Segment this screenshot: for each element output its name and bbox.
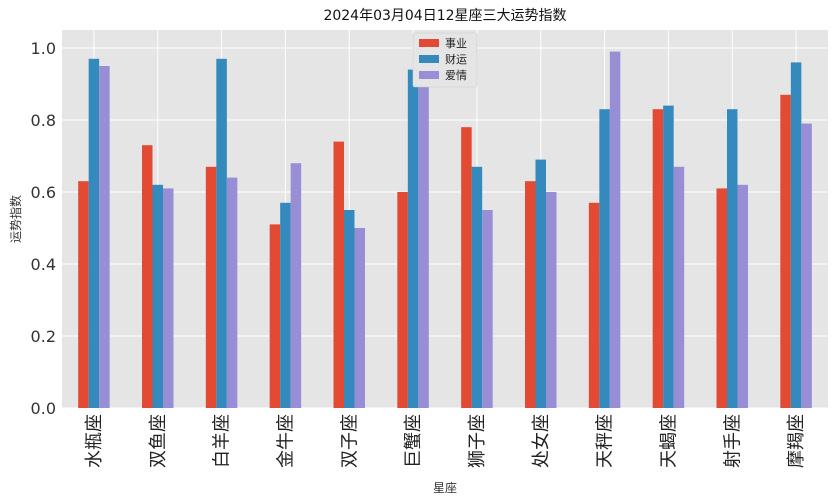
x-tick-label: 射手座 bbox=[722, 414, 743, 468]
bar-事业-白羊座 bbox=[205, 166, 217, 408]
x-tick-label: 白羊座 bbox=[212, 414, 233, 468]
bar-爱情-天蝎座 bbox=[673, 166, 685, 408]
bar-事业-双鱼座 bbox=[142, 145, 153, 408]
plot-area bbox=[62, 30, 828, 408]
x-tick-label: 巨蟹座 bbox=[403, 414, 424, 468]
bar-财运-狮子座 bbox=[471, 166, 483, 408]
x-tick-label: 双鱼座 bbox=[148, 414, 169, 468]
y-axis-label: 运势指数 bbox=[8, 195, 23, 243]
legend-swatch-财运 bbox=[419, 55, 439, 63]
bar-事业-水瓶座 bbox=[78, 181, 89, 408]
legend-label-财运: 财运 bbox=[445, 52, 467, 66]
x-tick-label: 水瓶座 bbox=[84, 414, 105, 468]
bar-财运-白羊座 bbox=[216, 58, 227, 409]
bar-爱情-射手座 bbox=[737, 184, 748, 408]
bar-财运-天蝎座 bbox=[663, 105, 674, 408]
bar-事业-巨蟹座 bbox=[397, 192, 408, 408]
bar-财运-巨蟹座 bbox=[407, 69, 419, 408]
bar-事业-天蝎座 bbox=[652, 109, 664, 408]
chart-title: 2024年03月04日12星座三大运势指数 bbox=[323, 8, 566, 24]
bar-事业-双子座 bbox=[333, 141, 344, 408]
y-tick-label: 0.6 bbox=[31, 183, 56, 202]
bar-爱情-双鱼座 bbox=[163, 188, 174, 408]
bar-事业-狮子座 bbox=[461, 127, 472, 408]
bar-爱情-狮子座 bbox=[482, 210, 493, 408]
x-tick-label: 摩羯座 bbox=[786, 414, 807, 468]
bar-爱情-白羊座 bbox=[226, 177, 238, 408]
y-tick-label: 1.0 bbox=[31, 39, 56, 58]
y-tick-label: 0.2 bbox=[31, 327, 56, 346]
bar-爱情-天秤座 bbox=[609, 51, 621, 408]
x-tick-label: 天蝎座 bbox=[658, 414, 679, 468]
y-tick-label: 0.0 bbox=[31, 399, 56, 418]
bar-爱情-双子座 bbox=[354, 228, 365, 408]
bar-财运-处女座 bbox=[535, 159, 546, 408]
bar-事业-射手座 bbox=[716, 188, 727, 408]
x-tick-label: 狮子座 bbox=[467, 414, 488, 468]
legend-label-事业: 事业 bbox=[445, 37, 467, 50]
x-tick-label: 金牛座 bbox=[275, 414, 296, 468]
bar-爱情-巨蟹座 bbox=[418, 76, 429, 409]
bar-财运-金牛座 bbox=[280, 202, 291, 408]
x-axis-label: 星座 bbox=[433, 480, 457, 495]
bar-事业-金牛座 bbox=[269, 224, 281, 408]
bar-财运-天秤座 bbox=[599, 109, 610, 408]
bar-爱情-水瓶座 bbox=[99, 66, 110, 408]
bar-财运-射手座 bbox=[727, 109, 738, 408]
bar-爱情-摩羯座 bbox=[801, 123, 812, 408]
bar-财运-水瓶座 bbox=[88, 58, 100, 409]
x-tick-label: 处女座 bbox=[531, 414, 552, 468]
bar-财运-双鱼座 bbox=[152, 184, 163, 408]
bar-事业-处女座 bbox=[525, 181, 536, 408]
bar-事业-摩羯座 bbox=[780, 94, 791, 409]
legend-swatch-爱情 bbox=[419, 71, 439, 79]
legend-swatch-事业 bbox=[419, 39, 439, 47]
bar-爱情-处女座 bbox=[546, 192, 557, 408]
bar-爱情-金牛座 bbox=[290, 163, 302, 408]
y-tick-label: 0.8 bbox=[31, 111, 56, 130]
y-tick-label: 0.4 bbox=[31, 255, 56, 274]
bar-财运-摩羯座 bbox=[790, 62, 802, 409]
bar-事业-天秤座 bbox=[588, 202, 600, 408]
x-tick-label: 天秤座 bbox=[595, 414, 616, 468]
legend-label-爱情: 爱情 bbox=[445, 69, 467, 82]
bar-财运-双子座 bbox=[344, 210, 355, 408]
x-tick-label: 双子座 bbox=[339, 414, 360, 468]
